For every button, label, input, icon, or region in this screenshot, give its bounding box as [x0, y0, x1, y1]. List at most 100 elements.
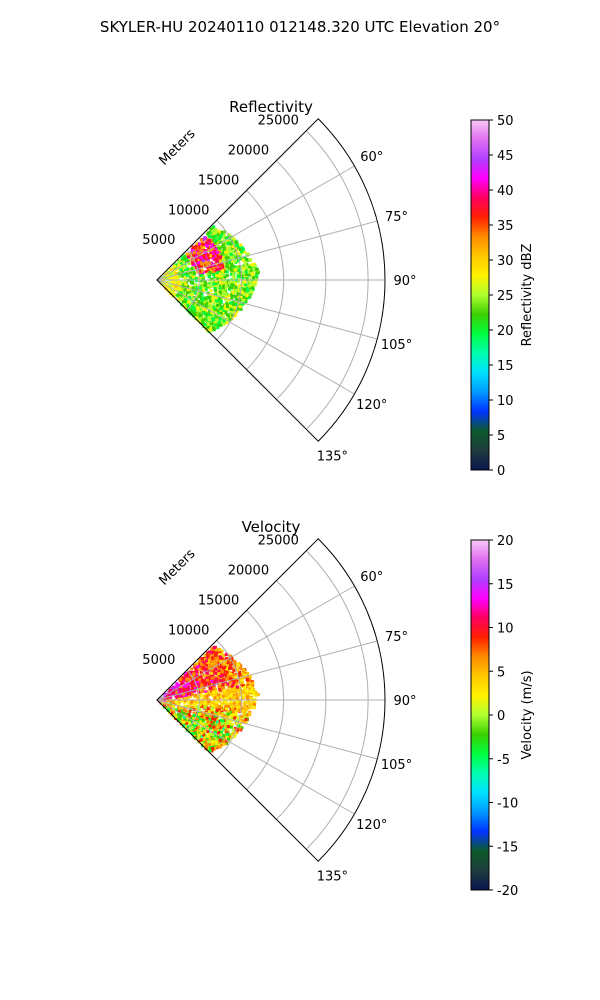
echo-cell	[185, 674, 189, 678]
echo-cell	[169, 289, 173, 293]
echo-cell	[225, 321, 229, 325]
echo-cell	[232, 705, 236, 709]
echo-cell	[166, 707, 170, 711]
echo-cell	[201, 242, 205, 246]
colorbar-tick-label: 35	[497, 219, 514, 234]
echo-cell	[170, 283, 174, 287]
echo-cell	[185, 721, 189, 725]
colorbar-tick-label: 40	[497, 184, 514, 199]
echo-cell	[224, 259, 228, 263]
echo-cell	[209, 313, 213, 316]
echo-cell	[219, 743, 223, 747]
echo-cell	[236, 292, 240, 296]
azimuth-line	[156, 699, 378, 760]
echo-cell	[194, 717, 198, 720]
echo-cell	[221, 255, 225, 259]
echo-cell	[254, 280, 258, 284]
echo-cell	[202, 738, 206, 742]
panel-title: Velocity	[242, 518, 301, 536]
echo-cell	[202, 735, 206, 739]
echo-cell	[205, 678, 209, 682]
echo-cell	[197, 712, 201, 716]
echo-cell	[209, 303, 213, 307]
echo-cell	[198, 293, 202, 297]
echo-cell	[184, 713, 188, 717]
echo-cell	[216, 738, 220, 741]
echo-cell	[233, 268, 237, 272]
echo-cell	[241, 672, 245, 676]
echo-cell	[210, 249, 214, 253]
echo-cell	[207, 243, 211, 247]
echo-cell	[219, 283, 223, 287]
echo-cell	[216, 277, 220, 281]
echo-cell	[231, 294, 235, 298]
echo-cell	[200, 666, 204, 670]
colorbar-tick-label: 20	[497, 534, 514, 549]
echo-cell	[185, 274, 189, 278]
colorbar-tick-label: 0	[497, 709, 505, 724]
echo-cell	[223, 736, 227, 739]
echo-cell	[175, 708, 179, 712]
sector-frame	[156, 538, 386, 862]
colorbar-label: Velocity (m/s)	[520, 670, 535, 759]
echo-cell	[196, 308, 200, 312]
echo-cell	[190, 732, 194, 735]
echo-cell	[229, 279, 232, 283]
echo-cell	[203, 284, 207, 287]
echo-cell	[215, 239, 219, 242]
echo-cell	[194, 250, 198, 254]
echo-cell	[215, 251, 219, 255]
echo-cell	[233, 659, 237, 663]
echo-cell	[247, 268, 251, 271]
echo-cell	[210, 723, 214, 727]
echo-cell	[213, 238, 217, 242]
echo-cell	[177, 709, 181, 713]
echo-cell	[210, 680, 214, 683]
echo-cell	[242, 271, 246, 275]
echo-cell	[230, 283, 234, 287]
echo-cell	[205, 742, 209, 746]
echo-cell	[174, 272, 178, 275]
angle-tick-label: 120°	[356, 818, 387, 833]
echo-cell	[208, 271, 212, 274]
echo-cell	[163, 703, 167, 707]
echo-cell	[180, 262, 184, 266]
echo-cell	[253, 263, 257, 267]
azimuth-line	[156, 699, 355, 815]
echo-cell	[230, 236, 234, 240]
echo-cell	[226, 265, 230, 269]
echo-cell	[214, 679, 218, 683]
echo-cell	[201, 701, 205, 705]
echo-cell	[200, 693, 204, 697]
echo-cell	[235, 298, 239, 302]
echo-cell	[203, 249, 207, 252]
echo-cell	[210, 247, 214, 251]
echo-cell	[220, 252, 224, 256]
echo-cell	[252, 705, 255, 709]
echo-cell	[203, 297, 207, 301]
angle-tick-label: 75°	[385, 210, 408, 225]
echo-cell	[175, 696, 179, 700]
echo-cell	[179, 688, 183, 692]
echo-cell	[167, 693, 170, 696]
echo-cell	[193, 686, 196, 690]
echo-cell	[231, 696, 235, 699]
echo-cell	[212, 670, 216, 674]
echo-cell	[195, 318, 199, 322]
echo-cell	[223, 281, 227, 285]
echo-cell	[232, 701, 236, 705]
echo-cell	[222, 654, 226, 657]
echo-cell	[207, 682, 211, 686]
echo-cell	[215, 299, 219, 303]
echo-cell	[214, 690, 218, 694]
echo-cell	[220, 683, 224, 687]
echo-cell	[182, 303, 186, 307]
echo-cell	[226, 664, 229, 668]
echo-cell	[207, 650, 211, 654]
echo-cell	[191, 692, 195, 696]
echo-cell	[197, 244, 200, 248]
echo-cell	[188, 292, 192, 296]
echo-cell	[241, 681, 245, 685]
echo-cell	[169, 268, 172, 272]
